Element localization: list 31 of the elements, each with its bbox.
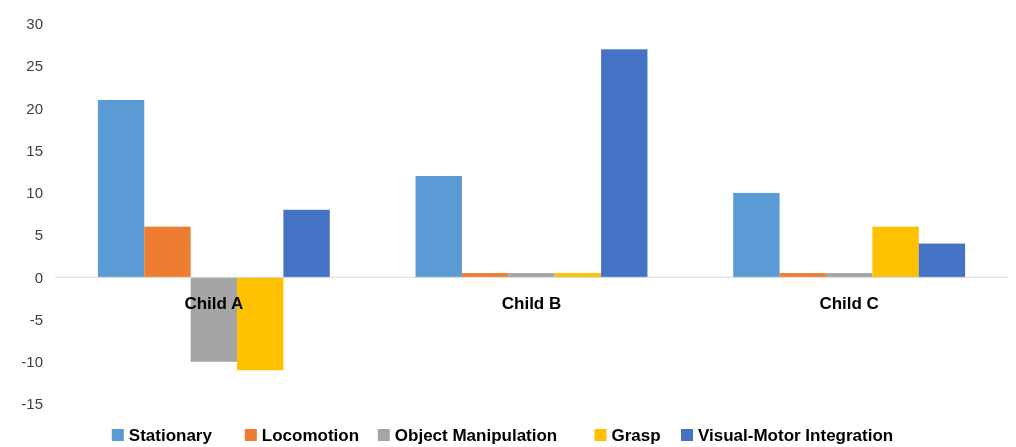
bar [97, 100, 145, 278]
bar [872, 226, 919, 278]
legend-label: Locomotion [261, 426, 360, 445]
legend-label: Stationary [128, 426, 213, 445]
y-tick-label: 10 [26, 184, 43, 202]
bar [461, 273, 509, 278]
y-tick-label: 30 [26, 15, 43, 33]
bar [144, 226, 191, 278]
x-tick-label: Child B [501, 294, 562, 314]
y-tick-label: 15 [26, 141, 43, 159]
bar [508, 273, 555, 278]
bar [415, 176, 462, 278]
y-tick-label: 25 [26, 57, 43, 75]
y-tick-label: 20 [26, 99, 43, 117]
bar [601, 49, 648, 278]
bar [733, 192, 780, 278]
bar [918, 243, 966, 278]
y-tick-label: -5 [29, 310, 43, 328]
y-tick-label: -15 [21, 395, 43, 413]
x-tick-label: Child C [819, 294, 879, 314]
legend-label: Visual-Motor Integration [698, 426, 894, 445]
legend-label: Object Manipulation [394, 426, 558, 445]
bar [779, 273, 826, 278]
y-tick-label: 5 [34, 226, 43, 244]
y-tick-label: 0 [34, 268, 43, 286]
legend-label: Grasp [611, 426, 661, 445]
bar [554, 273, 602, 278]
y-tick-label: -10 [21, 353, 43, 371]
x-tick-label: Child A [184, 294, 244, 314]
bar [825, 273, 873, 278]
bar [283, 209, 330, 278]
